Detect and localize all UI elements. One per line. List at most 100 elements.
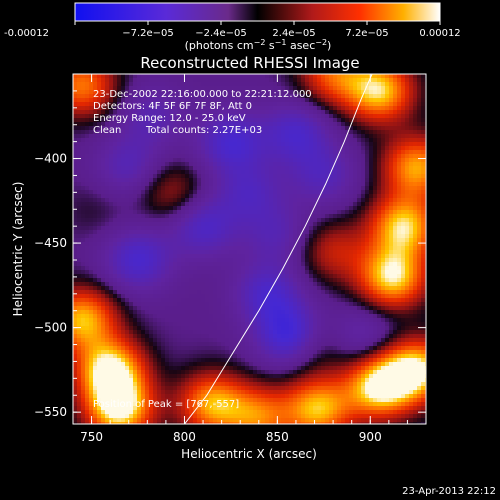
heatmap-cell xyxy=(217,262,222,267)
heatmap-cell xyxy=(273,146,278,151)
heatmap-cell xyxy=(265,278,270,283)
heatmap-cell xyxy=(245,106,250,111)
heatmap-cell xyxy=(413,202,418,207)
heatmap-cell xyxy=(205,166,210,171)
heatmap-cell xyxy=(125,230,130,235)
heatmap-cell xyxy=(389,114,394,119)
heatmap-cell xyxy=(117,150,122,155)
heatmap-cell xyxy=(249,270,254,275)
heatmap-cell xyxy=(129,170,134,175)
heatmap-cell xyxy=(121,114,126,119)
heatmap-cell xyxy=(105,218,110,223)
heatmap-cell xyxy=(237,162,242,167)
heatmap-cell xyxy=(281,274,286,279)
heatmap-cell xyxy=(117,266,122,271)
heatmap-cell xyxy=(181,74,186,79)
heatmap-cell xyxy=(165,166,170,171)
heatmap-cell xyxy=(197,166,202,171)
heatmap-cell xyxy=(149,166,154,171)
heatmap-cell xyxy=(241,222,246,227)
heatmap-cell xyxy=(341,202,346,207)
heatmap-cell xyxy=(353,278,358,283)
heatmap-cell xyxy=(85,74,90,79)
heatmap-cell xyxy=(405,226,410,231)
heatmap-cell xyxy=(169,218,174,223)
heatmap-cell xyxy=(285,106,290,111)
heatmap-cell xyxy=(309,98,314,103)
heatmap-cell xyxy=(297,246,302,251)
heatmap-cell xyxy=(153,118,158,123)
heatmap-cell xyxy=(301,278,306,283)
heatmap-cell xyxy=(361,118,366,123)
heatmap-cell xyxy=(393,182,398,187)
heatmap-cell xyxy=(313,110,318,115)
heatmap-cell xyxy=(409,250,414,255)
heatmap-cell xyxy=(205,190,210,195)
heatmap-cell xyxy=(145,122,150,127)
heatmap-cell xyxy=(333,242,338,247)
heatmap-cell xyxy=(153,266,158,271)
heatmap-cell xyxy=(105,174,110,179)
heatmap-cell xyxy=(81,114,86,119)
heatmap-cell xyxy=(329,158,334,163)
heatmap-cell xyxy=(369,138,374,143)
heatmap-cell xyxy=(169,186,174,191)
heatmap-cell xyxy=(237,106,242,111)
heatmap-cell xyxy=(381,238,386,243)
heatmap-cell xyxy=(421,82,426,87)
heatmap-cell xyxy=(421,110,426,115)
heatmap-cell xyxy=(193,190,198,195)
heatmap-cell xyxy=(273,218,278,223)
heatmap-cell xyxy=(113,198,118,203)
heatmap-cell xyxy=(93,146,98,151)
heatmap-cell xyxy=(337,242,342,247)
heatmap-cell xyxy=(357,174,362,179)
heatmap-cell xyxy=(245,74,250,79)
heatmap-cell xyxy=(269,154,274,159)
heatmap-cell xyxy=(337,186,342,191)
heatmap-cell xyxy=(181,98,186,103)
heatmap-cell xyxy=(341,242,346,247)
heatmap xyxy=(73,74,426,424)
heatmap-cell xyxy=(345,214,350,219)
heatmap-cell xyxy=(273,206,278,211)
heatmap-cell xyxy=(393,214,398,219)
heatmap-cell xyxy=(209,102,214,107)
heatmap-cell xyxy=(373,130,378,135)
heatmap-cell xyxy=(349,270,354,275)
heatmap-cell xyxy=(77,258,82,263)
heatmap-cell xyxy=(329,230,334,235)
heatmap-cell xyxy=(173,230,178,235)
heatmap-cell xyxy=(125,162,130,167)
heatmap-cell xyxy=(101,162,106,167)
heatmap-cell xyxy=(325,202,330,207)
heatmap-cell xyxy=(301,162,306,167)
heatmap-cell xyxy=(333,238,338,243)
heatmap-cell xyxy=(365,198,370,203)
heatmap-cell xyxy=(253,290,258,295)
heatmap-cell xyxy=(85,86,90,91)
heatmap-cell xyxy=(353,194,358,199)
heatmap-cell xyxy=(345,286,350,291)
heatmap-cell xyxy=(325,286,330,291)
heatmap-cell xyxy=(385,242,390,247)
heatmap-cell xyxy=(417,106,422,111)
heatmap-cell xyxy=(165,202,170,207)
heatmap-cell xyxy=(409,258,414,263)
heatmap-cell xyxy=(209,202,214,207)
heatmap-cell xyxy=(165,170,170,175)
heatmap-cell xyxy=(81,194,86,199)
heatmap-cell xyxy=(289,222,294,227)
heatmap-cell xyxy=(297,174,302,179)
heatmap-cell xyxy=(357,230,362,235)
heatmap-cell xyxy=(161,194,166,199)
heatmap-cell xyxy=(113,206,118,211)
heatmap-cell xyxy=(137,154,142,159)
heatmap-cell xyxy=(397,166,402,171)
heatmap-cell xyxy=(241,102,246,107)
heatmap-cell xyxy=(101,154,106,159)
heatmap-cell xyxy=(241,210,246,215)
heatmap-cell xyxy=(205,142,210,147)
heatmap-cell xyxy=(141,134,146,139)
heatmap-cell xyxy=(205,138,210,143)
